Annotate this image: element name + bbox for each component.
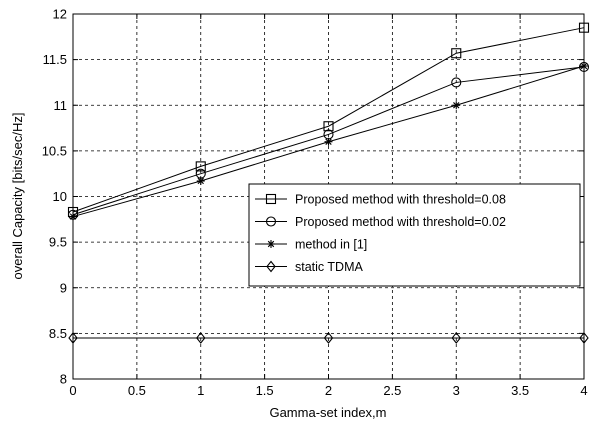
series-line — [72, 27, 585, 213]
legend-label: Proposed method with threshold=0.02 — [295, 215, 506, 229]
diamond-marker — [196, 332, 206, 344]
legend: Proposed method with threshold=0.08 Propo… — [248, 183, 581, 287]
y-tick-label: 11 — [54, 98, 68, 113]
circle-marker — [451, 77, 462, 88]
legend-label: Proposed method with threshold=0.08 — [295, 193, 506, 207]
x-tick-label: 3.5 — [511, 383, 529, 398]
square-marker — [195, 161, 206, 172]
diamond-marker — [266, 260, 276, 273]
x-tick-label: 1 — [197, 383, 204, 398]
legend-entry: method in [1] — [255, 238, 367, 252]
x-tick-label: 4 — [580, 383, 587, 398]
square-marker — [323, 121, 334, 132]
y-tick-label: 8.5 — [49, 326, 67, 341]
legend-label: static TDMA — [295, 260, 363, 274]
square-marker — [265, 193, 277, 205]
legend-entry: Proposed method with threshold=0.08 — [255, 193, 506, 207]
x-axis-title: Gamma-set index,m — [269, 405, 386, 420]
series-line — [72, 66, 585, 216]
star-marker — [267, 240, 275, 248]
series-2 — [67, 61, 590, 220]
diamond-marker — [451, 332, 461, 344]
circle-marker — [265, 216, 277, 227]
legend-entry: static TDMA — [255, 260, 363, 274]
legend-label: method in [1] — [295, 238, 367, 252]
x-tick-label: 1.5 — [256, 383, 274, 398]
y-tick-label: 12 — [53, 7, 67, 22]
legend-entry: Proposed method with threshold=0.02 — [255, 215, 506, 229]
y-axis-title: overall Capacity [bits/sec/Hz] — [10, 113, 25, 280]
star-marker — [324, 137, 333, 146]
legend-box — [248, 183, 581, 287]
y-tick-label: 9.5 — [49, 235, 67, 250]
y-tick-label: 10.5 — [42, 143, 67, 158]
series-layer — [67, 22, 590, 344]
star-marker — [196, 176, 205, 185]
x-tick-label: 0 — [69, 383, 76, 398]
x-tick-label: 3 — [453, 383, 460, 398]
x-tick-label: 2.5 — [383, 383, 401, 398]
diamond-marker — [323, 332, 334, 344]
y-tick-label: 10 — [53, 189, 67, 204]
x-tick-label: 0.5 — [128, 383, 146, 398]
y-tick-label: 9 — [60, 280, 67, 295]
star-marker — [452, 101, 461, 110]
x-tick-label: 2 — [325, 383, 332, 398]
y-tick-label: 11.5 — [43, 52, 67, 67]
y-tick-label: 8 — [60, 372, 67, 387]
square-marker — [451, 48, 462, 59]
